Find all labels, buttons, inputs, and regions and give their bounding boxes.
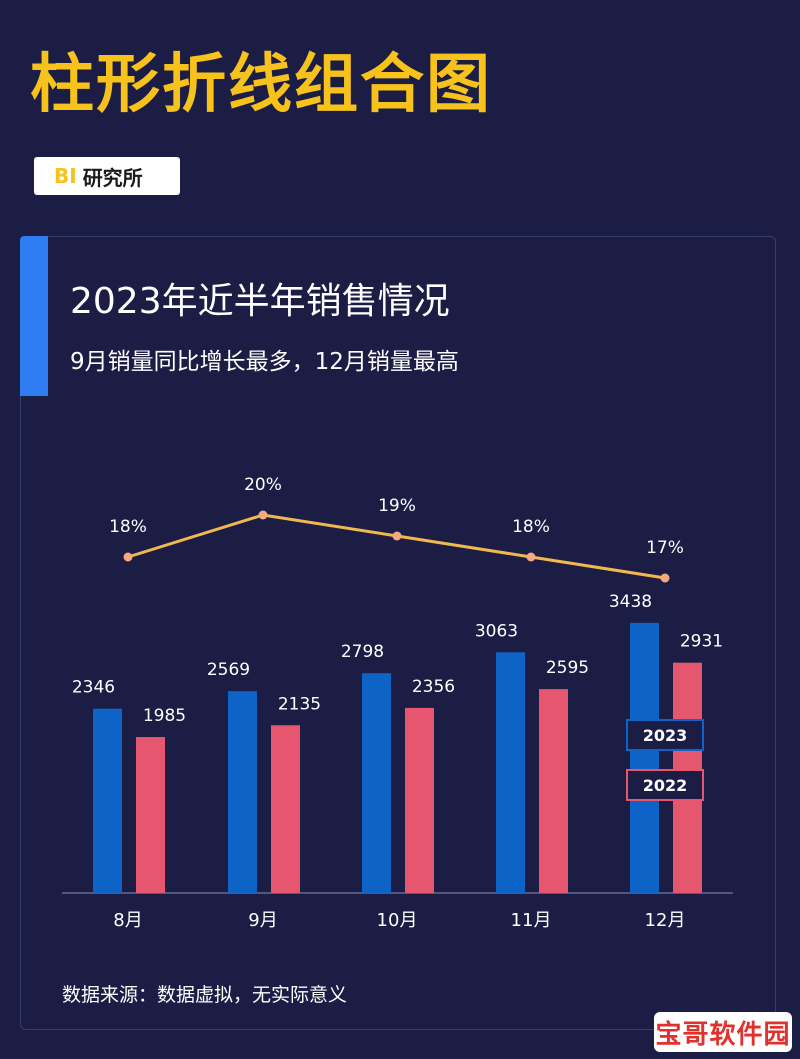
line-label-1: 20% [244,475,282,495]
bar-2022-1 [271,725,300,893]
line-point-0 [123,552,133,562]
bar-label-2023-2: 2798 [341,642,384,662]
x-tick-label-1: 9月 [248,910,277,931]
badge-text: 研究所 [82,165,143,190]
line-label-4: 17% [646,538,684,558]
line-label-3: 18% [512,517,550,537]
legend-label-2022: 2022 [643,776,688,795]
chart-subtitle: 9月销量同比增长最多，12月销量最高 [70,349,459,375]
bar-2023-2 [362,673,391,893]
yoy-line [127,513,666,580]
bar-2022-2 [405,707,434,893]
bar-label-2022-0: 1985 [143,706,186,726]
legend-box-2023 [626,719,704,751]
accent-bar [20,236,48,396]
legend-label-2023: 2023 [643,726,688,745]
bar-label-2022-4: 2931 [680,632,723,652]
badge-bi-label: BI [54,164,77,188]
legend-box-2022 [626,769,704,801]
bar-2023-1 [228,691,257,893]
bar-2022-3 [539,689,568,893]
main-title: 柱形折线组合图 [30,48,492,122]
bar-label-2023-3: 3063 [475,621,518,641]
bar-label-2023-4: 3438 [609,592,652,612]
line-point-1 [258,510,268,520]
line-label-2: 19% [378,496,416,516]
x-tick-label-3: 11月 [511,910,552,931]
bar-label-2022-1: 2135 [278,694,321,714]
source-note: 数据来源：数据虚拟，无实际意义 [62,984,348,1006]
bar-2022-0 [136,737,165,893]
bar-2023-3 [496,652,525,893]
bar-label-2022-3: 2595 [546,658,589,678]
chart-title: 2023年近半年销售情况 [70,281,450,322]
line-point-2 [392,531,402,541]
bar-label-2023-1: 2569 [207,660,250,680]
bar-2023-4 [630,622,659,893]
line-point-3 [526,552,536,562]
watermark-logo: 宝哥软件园 [654,1012,792,1052]
line-point-4 [660,573,670,583]
bar-label-2022-2: 2356 [412,677,455,697]
x-tick-label-4: 12月 [645,910,686,931]
source-badge: BI 研究所 [34,157,180,195]
bar-label-2023-0: 2346 [72,678,115,698]
bar-2023-0 [93,708,122,893]
line-label-0: 18% [109,517,147,537]
x-tick-label-0: 8月 [113,910,142,931]
x-tick-label-2: 10月 [377,910,418,931]
